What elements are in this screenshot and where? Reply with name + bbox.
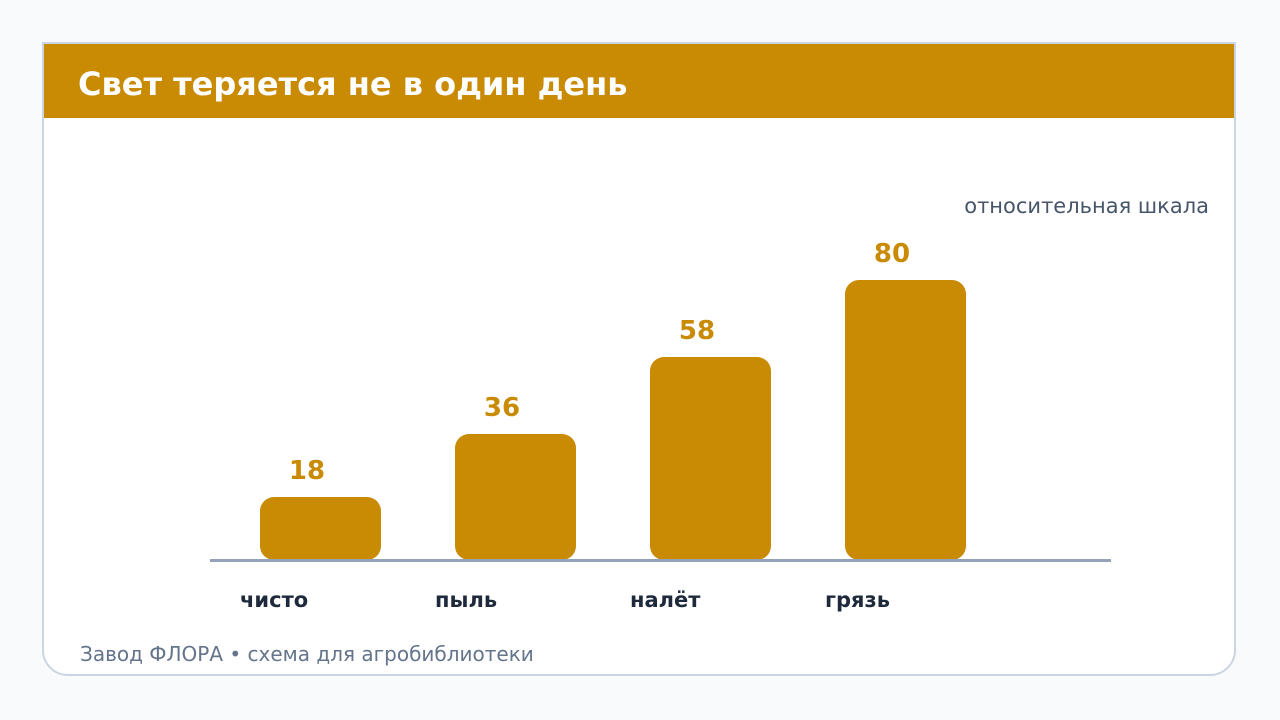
bar-2: [455, 434, 576, 560]
page-title: Свет теряется не в один день: [78, 65, 628, 103]
value-label-2: 36: [484, 393, 520, 423]
header-bar: Свет теряется не в один день: [44, 44, 1234, 118]
bar-3: [650, 357, 771, 560]
value-label-4: 80: [874, 239, 910, 269]
category-label-4: грязь: [825, 588, 890, 612]
category-label-2: пыль: [435, 588, 497, 612]
chart-card: Свет теряется не в один день Завод ФЛОРА…: [42, 42, 1236, 676]
category-label-1: чисто: [240, 588, 308, 612]
footer-caption: Завод ФЛОРА • схема для агробиблиотеки: [80, 642, 534, 666]
bar-1: [260, 497, 381, 560]
scale-note: относительная шкала: [964, 194, 1209, 218]
value-label-1: 18: [289, 456, 325, 486]
value-label-3: 58: [679, 316, 715, 346]
bar-4: [845, 280, 966, 560]
category-label-3: налёт: [630, 588, 701, 612]
